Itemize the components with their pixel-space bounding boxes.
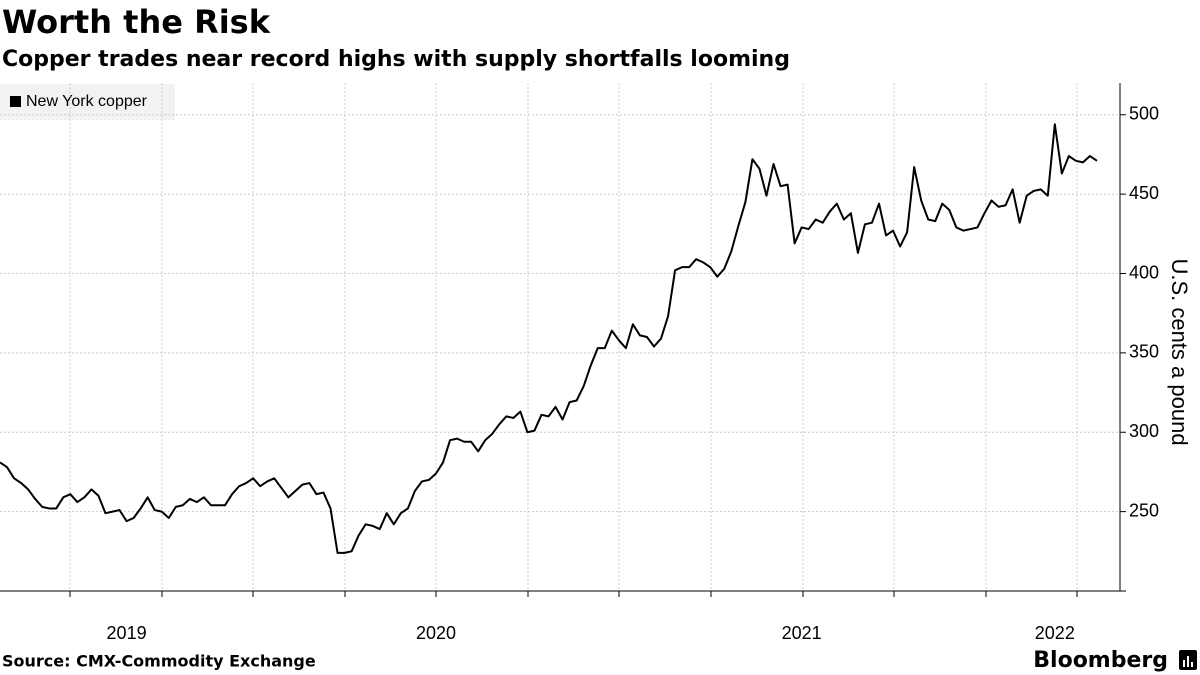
y-tick-label: 400 bbox=[1129, 262, 1159, 282]
legend-box bbox=[0, 84, 175, 120]
y-tick-label: 450 bbox=[1129, 183, 1159, 203]
y-tick-label: 350 bbox=[1129, 342, 1159, 362]
chart-subtitle: Copper trades near record highs with sup… bbox=[2, 47, 790, 72]
x-tick-label: 2020 bbox=[416, 623, 456, 643]
x-tick-label: 2021 bbox=[782, 623, 822, 643]
x-tick-label: 2019 bbox=[107, 623, 147, 643]
data-line bbox=[0, 123, 1098, 554]
brand-icon bbox=[1179, 650, 1197, 670]
source: Source: CMX-Commodity Exchange bbox=[2, 652, 316, 671]
y-tick-label: 500 bbox=[1129, 104, 1159, 124]
chart-title: Worth the Risk bbox=[2, 3, 271, 41]
legend-label: New York copper bbox=[26, 93, 148, 110]
y-tick-label: 300 bbox=[1129, 421, 1159, 441]
x-tick-label: 2022 bbox=[1035, 623, 1075, 643]
y-tick-label: 250 bbox=[1129, 500, 1159, 520]
brand: Bloomberg bbox=[1033, 648, 1168, 673]
legend-swatch bbox=[10, 96, 21, 107]
y-axis-label: U.S. cents a pound bbox=[1167, 258, 1192, 445]
